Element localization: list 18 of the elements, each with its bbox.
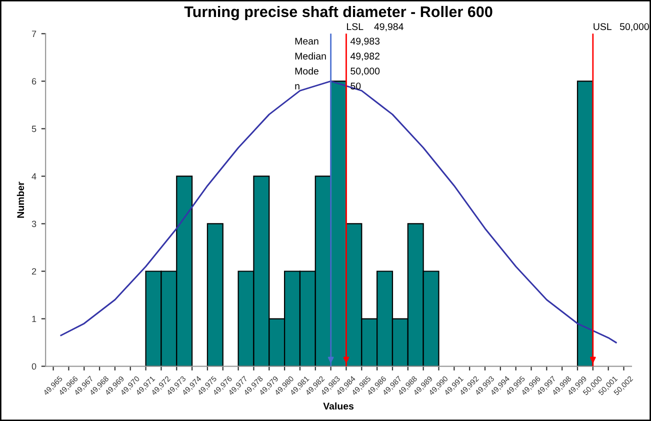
y-tick-label: 0 (32, 363, 36, 370)
ref-line-label: LSL 49,984 (347, 23, 404, 32)
y-tick-label: 5 (32, 126, 36, 132)
y-axis-title: Number (16, 182, 24, 218)
chart-title: Turning precise shaft diameter - Roller 600 (184, 6, 492, 20)
y-tick-label: 1 (32, 316, 36, 322)
line-series (60, 80, 617, 344)
y-tick-label: 4 (32, 173, 36, 180)
ref-line-label: USL 50,000 (594, 23, 649, 32)
y-tick-label: 6 (32, 78, 36, 85)
x-axis-title: Values (323, 402, 354, 410)
y-tick-label: 3 (32, 220, 36, 228)
text: n 50 (295, 82, 361, 90)
text: Mean 49,983 (295, 38, 380, 46)
text: Mode 50,000 (295, 67, 380, 76)
y-tick-label: 7 (32, 30, 36, 37)
y-tick-label: 2 (32, 268, 36, 275)
text: Median 49,982 (295, 52, 380, 61)
